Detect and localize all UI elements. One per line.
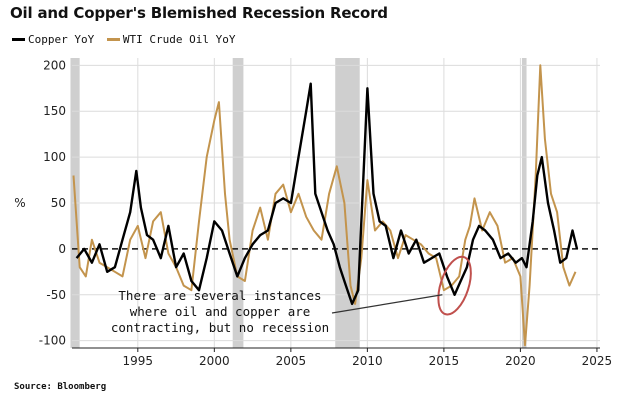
series-lines xyxy=(72,64,579,347)
y-tick-label-200: 200 xyxy=(43,58,66,72)
legend-item-oil: WTI Crude Oil YoY xyxy=(106,33,236,46)
legend-swatch-oil xyxy=(106,38,120,41)
x-tick-label-2015: 2015 xyxy=(429,354,460,368)
y-tick-label--50: -50 xyxy=(46,288,66,302)
y-tick-label--100: -100 xyxy=(39,334,66,348)
legend-label-oil: WTI Crude Oil YoY xyxy=(122,33,236,46)
y-tick-label-100: 100 xyxy=(43,150,66,164)
series-line-copper xyxy=(75,82,579,306)
annotation-line-1: where oil and copper are xyxy=(130,304,311,319)
legend-item-copper: Copper YoY xyxy=(12,33,94,46)
annotation-line-0: There are several instances xyxy=(118,288,321,303)
x-tick-label-2025: 2025 xyxy=(582,354,613,368)
series-line-oil xyxy=(72,64,577,347)
legend-label-copper: Copper YoY xyxy=(28,33,95,46)
chart-legend: Copper YoY WTI Crude Oil YoY xyxy=(12,31,241,46)
chart-title: Oil and Copper's Blemished Recession Rec… xyxy=(10,4,388,22)
y-tick-label-150: 150 xyxy=(43,104,66,118)
axes: -100 -50 0 50 100 150 200 1995 2000 2005 2010 2015 2… xyxy=(39,58,612,368)
x-tick-label-2020: 2020 xyxy=(505,354,536,368)
x-tick-label-2000: 2000 xyxy=(199,354,230,368)
annotation-line-2: contracting, but no recession xyxy=(111,320,329,335)
x-tick-label-1995: 1995 xyxy=(123,354,154,368)
x-tick-label-2010: 2010 xyxy=(352,354,383,368)
highlight-circle xyxy=(437,255,472,316)
source-note: Source: Bloomberg xyxy=(14,382,107,392)
x-tick-label-2005: 2005 xyxy=(276,354,307,368)
y-tick-label-50: 50 xyxy=(51,196,66,210)
annotation-arrow xyxy=(331,294,443,314)
legend-swatch-copper xyxy=(12,38,25,41)
y-axis-label: % xyxy=(14,196,25,210)
y-tick-label-0: 0 xyxy=(58,242,66,256)
